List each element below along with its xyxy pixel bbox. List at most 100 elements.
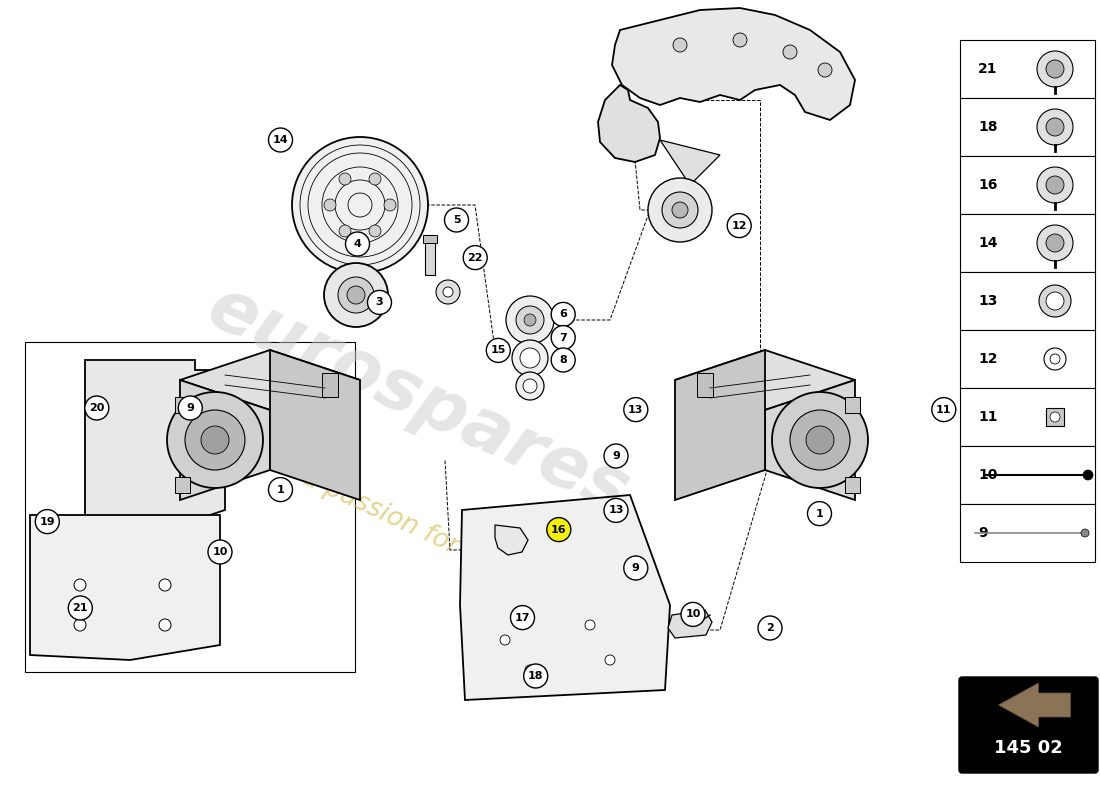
Polygon shape [660,140,720,185]
Circle shape [201,426,229,454]
Text: 11: 11 [978,410,998,424]
Bar [845,477,860,493]
Polygon shape [180,350,360,410]
Polygon shape [675,350,764,500]
Bar [960,156,1094,214]
Text: 15: 15 [491,346,506,355]
FancyBboxPatch shape [959,677,1098,773]
Circle shape [500,635,510,645]
Circle shape [648,178,712,242]
Circle shape [486,338,510,362]
Circle shape [1050,354,1060,364]
Circle shape [673,38,688,52]
Bar [960,40,1094,98]
Circle shape [551,326,575,350]
Circle shape [1037,225,1072,261]
Circle shape [1037,109,1072,145]
Text: a passion for parts since 1985: a passion for parts since 1985 [298,464,670,656]
Bar [175,477,190,493]
Circle shape [516,372,544,400]
Circle shape [1040,285,1071,317]
Polygon shape [612,8,855,120]
Polygon shape [764,380,855,500]
Bar [960,388,1094,446]
Circle shape [758,616,782,640]
Circle shape [339,225,351,237]
Circle shape [268,128,293,152]
Circle shape [268,478,293,502]
Circle shape [783,45,798,59]
Text: 16: 16 [978,178,998,192]
Circle shape [506,296,554,344]
Circle shape [624,556,648,580]
Circle shape [367,290,392,314]
Circle shape [932,398,956,422]
Polygon shape [85,360,226,520]
Circle shape [547,518,571,542]
Bar [322,373,338,397]
Circle shape [324,263,388,327]
Circle shape [292,137,428,273]
Circle shape [510,606,535,630]
Text: 6: 6 [559,310,568,319]
Circle shape [368,173,381,185]
Text: 18: 18 [528,671,543,681]
Polygon shape [668,610,712,638]
Text: 4: 4 [353,239,362,249]
Circle shape [807,502,832,526]
Text: 11: 11 [936,405,952,414]
Text: 14: 14 [273,135,288,145]
Circle shape [368,225,381,237]
Text: 3: 3 [376,298,383,307]
Text: 17: 17 [515,613,530,622]
Bar [960,446,1094,504]
Circle shape [662,192,698,228]
Circle shape [605,655,615,665]
Circle shape [1081,529,1089,537]
Circle shape [346,286,365,304]
Text: 8: 8 [559,355,568,365]
Circle shape [604,498,628,522]
Circle shape [324,199,336,211]
Text: 9: 9 [612,451,620,461]
Polygon shape [30,515,220,660]
Text: 21: 21 [73,603,88,613]
Text: 21: 21 [978,62,998,76]
Bar [960,330,1094,388]
Circle shape [444,208,469,232]
Text: 1: 1 [815,509,824,518]
Text: 13: 13 [608,506,624,515]
Circle shape [525,665,535,675]
Circle shape [443,287,453,297]
Text: 18: 18 [978,120,998,134]
Polygon shape [270,350,360,500]
Text: 20: 20 [89,403,104,413]
Circle shape [604,444,628,468]
Text: 14: 14 [978,236,998,250]
Circle shape [1046,176,1064,194]
Text: 10: 10 [978,468,998,482]
Circle shape [733,33,747,47]
Text: 1: 1 [276,485,285,494]
Circle shape [384,199,396,211]
Text: 12: 12 [978,352,998,366]
Circle shape [74,579,86,591]
Text: 9: 9 [978,526,988,540]
Circle shape [524,314,536,326]
Circle shape [772,392,868,488]
Circle shape [624,398,648,422]
Text: 145 02: 145 02 [994,739,1063,757]
Text: 2: 2 [766,623,774,633]
Circle shape [1084,470,1093,480]
Polygon shape [598,85,660,162]
Circle shape [1037,51,1072,87]
Text: 13: 13 [628,405,643,414]
Text: 10: 10 [212,547,228,557]
Bar [175,397,190,413]
Circle shape [1046,60,1064,78]
Circle shape [1046,118,1064,136]
Bar [1046,408,1064,426]
Circle shape [512,340,548,376]
Bar [424,235,437,243]
Bar [960,214,1094,272]
